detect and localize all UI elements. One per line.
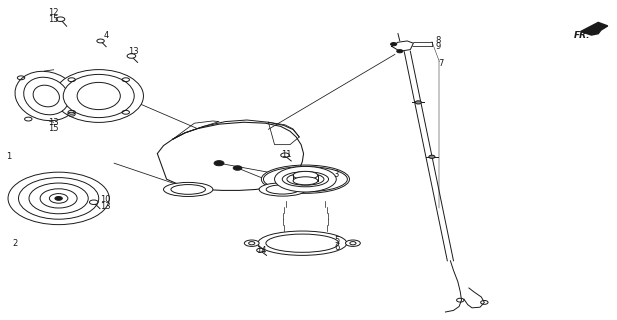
Ellipse shape [293,171,318,179]
Polygon shape [392,41,413,51]
Text: 1: 1 [6,152,12,161]
Text: 13: 13 [100,202,110,211]
Circle shape [55,196,62,200]
Ellipse shape [293,177,318,185]
Circle shape [429,155,435,158]
Circle shape [391,43,397,46]
Text: 2: 2 [12,239,18,248]
Ellipse shape [266,234,339,252]
Circle shape [233,166,242,170]
Ellipse shape [258,231,347,255]
Ellipse shape [171,185,205,194]
Ellipse shape [283,172,328,187]
Text: 4: 4 [104,31,109,40]
Ellipse shape [54,69,143,122]
Text: FR.: FR. [574,31,590,40]
Ellipse shape [263,167,347,192]
Polygon shape [581,22,608,35]
Text: 15: 15 [48,124,59,133]
Ellipse shape [33,85,59,107]
Ellipse shape [287,173,324,185]
Text: 10: 10 [100,196,110,204]
Ellipse shape [244,240,259,246]
Text: 6: 6 [334,244,340,252]
Text: 13: 13 [48,118,59,127]
Circle shape [214,161,224,166]
Ellipse shape [266,185,299,194]
Circle shape [397,50,403,53]
Text: 15: 15 [48,15,59,24]
Ellipse shape [262,165,349,193]
Text: 12: 12 [48,8,59,17]
Ellipse shape [259,183,306,196]
Text: 3: 3 [333,170,339,179]
Text: 8: 8 [436,36,441,45]
Ellipse shape [63,74,134,118]
Text: 13: 13 [128,47,139,56]
Circle shape [415,101,421,104]
Text: 5: 5 [334,236,340,245]
Ellipse shape [23,77,69,115]
Ellipse shape [346,240,360,246]
Ellipse shape [164,182,213,196]
Ellipse shape [77,82,120,109]
Ellipse shape [275,166,336,192]
Text: 7: 7 [438,60,444,68]
Text: 11: 11 [281,150,292,159]
Text: 9: 9 [436,42,441,51]
Text: 14: 14 [256,246,267,255]
Ellipse shape [15,71,78,121]
